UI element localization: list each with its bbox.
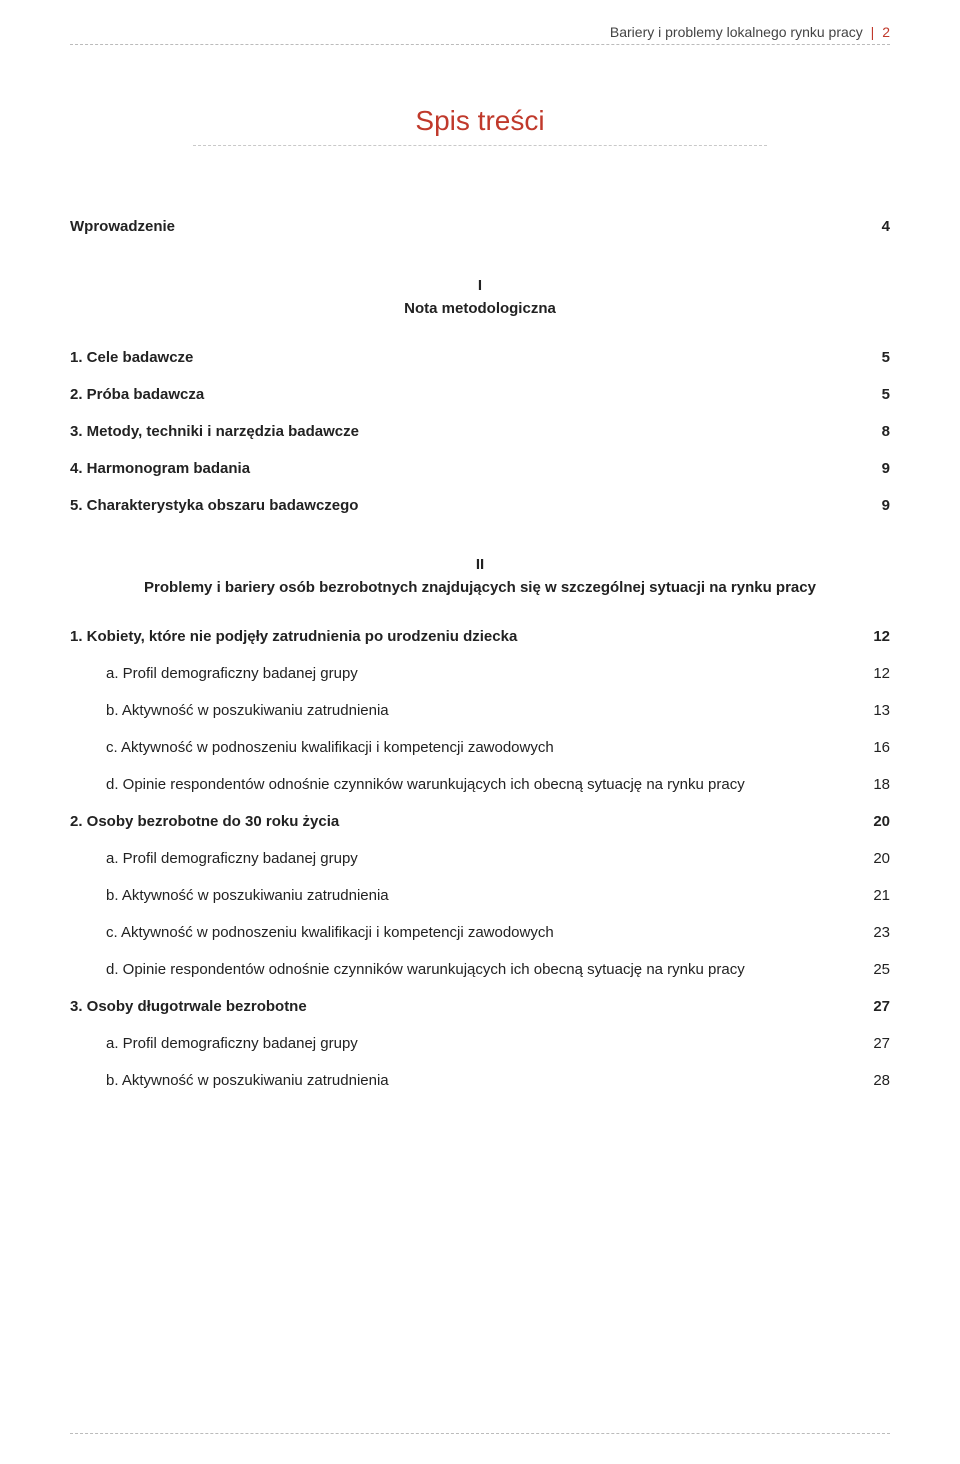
toc-entry-page: 28 [860,1070,890,1091]
title-rule [193,145,767,146]
toc-entry-page: 25 [860,959,890,980]
header-rule [70,44,890,45]
toc-section-numeral: I [70,277,890,294]
toc-entry-label: b. Aktywność w poszukiwaniu zatrudnienia [70,1070,860,1091]
toc-entry-label: b. Aktywność w poszukiwaniu zatrudnienia [70,700,860,721]
toc-entry-page: 12 [860,626,890,647]
toc-entry: 1. Kobiety, które nie podjęły zatrudnien… [70,626,890,647]
toc-entry: b. Aktywność w poszukiwaniu zatrudnienia… [70,885,890,906]
toc-entry: b. Aktywność w poszukiwaniu zatrudnienia… [70,1070,890,1091]
toc-entry-label: a. Profil demograficzny badanej grupy [70,663,860,684]
running-header-text: Bariery i problemy lokalnego rynku pracy [610,24,863,40]
toc-entry-label: d. Opinie respondentów odnośnie czynnikó… [70,959,860,980]
footer-rule [70,1433,890,1434]
toc-entry-label: c. Aktywność w podnoszeniu kwalifikacji … [70,737,860,758]
toc-entry-page: 9 [860,495,890,516]
toc-entry-page: 13 [860,700,890,721]
toc-entry-page: 27 [860,996,890,1017]
toc-entry-label: 4. Harmonogram badania [70,458,860,479]
table-of-contents: Wprowadzenie4 I Nota metodologiczna 1. Cele… [70,216,890,1091]
toc-entry: a. Profil demograficzny badanej grupy27 [70,1033,890,1054]
toc-entry-label: Wprowadzenie [70,216,860,237]
toc-entry-label: a. Profil demograficzny badanej grupy [70,848,860,869]
running-header: Bariery i problemy lokalnego rynku pracy… [70,24,890,40]
toc-entry-page: 4 [860,216,890,237]
toc-entry-label: 1. Kobiety, które nie podjęły zatrudnien… [70,626,860,647]
toc-entry-page: 16 [860,737,890,758]
toc-entry: 5. Charakterystyka obszaru badawczego9 [70,495,890,516]
toc-entry: b. Aktywność w poszukiwaniu zatrudnienia… [70,700,890,721]
toc-entry: 3. Metody, techniki i narzędzia badawcze… [70,421,890,442]
toc-entry-label: b. Aktywność w poszukiwaniu zatrudnienia [70,885,860,906]
toc-section-numeral: II [70,556,890,573]
toc-entry: d. Opinie respondentów odnośnie czynnikó… [70,959,890,980]
toc-entry-page: 9 [860,458,890,479]
toc-entry-label: 2. Próba badawcza [70,384,860,405]
toc-entry: d. Opinie respondentów odnośnie czynnikó… [70,774,890,795]
toc-entry: 3. Osoby długotrwale bezrobotne27 [70,996,890,1017]
toc-entry-page: 23 [860,922,890,943]
document-page: Bariery i problemy lokalnego rynku pracy… [0,0,960,1464]
toc-entry-label: c. Aktywność w podnoszeniu kwalifikacji … [70,922,860,943]
toc-entry: c. Aktywność w podnoszeniu kwalifikacji … [70,737,890,758]
toc-entry: 4. Harmonogram badania9 [70,458,890,479]
toc-entry-label: 2. Osoby bezrobotne do 30 roku życia [70,811,860,832]
toc-entry-page: 27 [860,1033,890,1054]
toc-entry-page: 20 [860,848,890,869]
toc-entry: c. Aktywność w podnoszeniu kwalifikacji … [70,922,890,943]
toc-section-title: Problemy i bariery osób bezrobotnych zna… [70,579,890,596]
toc-entry: 2. Osoby bezrobotne do 30 roku życia20 [70,811,890,832]
toc-entry-page: 21 [860,885,890,906]
toc-entry-page: 20 [860,811,890,832]
toc-entry-label: a. Profil demograficzny badanej grupy [70,1033,860,1054]
toc-entry-label: d. Opinie respondentów odnośnie czynnikó… [70,774,860,795]
toc-entry: a. Profil demograficzny badanej grupy20 [70,848,890,869]
toc-entry-label: 3. Metody, techniki i narzędzia badawcze [70,421,860,442]
toc-entry-label: 3. Osoby długotrwale bezrobotne [70,996,860,1017]
toc-entry: a. Profil demograficzny badanej grupy12 [70,663,890,684]
page-title: Spis treści [70,105,890,137]
toc-entry-label: 1. Cele badawcze [70,347,860,368]
toc-entry-page: 8 [860,421,890,442]
toc-entry: 2. Próba badawcza5 [70,384,890,405]
toc-entry-page: 18 [860,774,890,795]
toc-entry-label: 5. Charakterystyka obszaru badawczego [70,495,860,516]
toc-entry: 1. Cele badawcze5 [70,347,890,368]
toc-entry-page: 5 [860,384,890,405]
running-header-separator: | [867,24,879,40]
toc-section-title: Nota metodologiczna [70,300,890,317]
toc-entry-page: 12 [860,663,890,684]
toc-entry-page: 5 [860,347,890,368]
toc-entry: Wprowadzenie4 [70,216,890,237]
running-header-page-number: 2 [882,24,890,40]
